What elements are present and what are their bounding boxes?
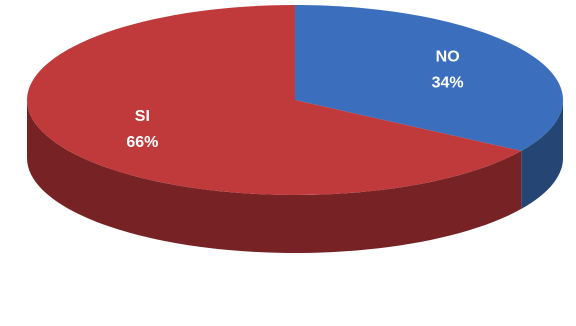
value-label: 34% [432,74,464,91]
slice-side [521,100,563,209]
value-label: 66% [126,134,158,151]
slice-label: NO [436,48,460,65]
slice [27,5,522,195]
slice-side [27,100,522,253]
slice [295,5,563,151]
slice-label: SI [135,108,150,125]
